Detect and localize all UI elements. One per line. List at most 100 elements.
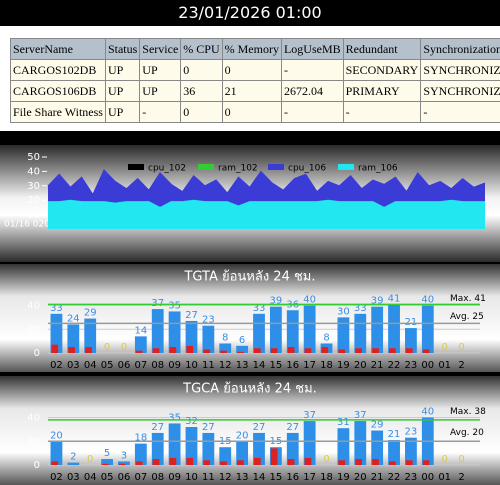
x-tick-label: 14	[253, 360, 266, 371]
header-row: ServerName Status Service% CPU% Memory LogU…	[10, 38, 500, 60]
bar	[371, 306, 384, 353]
x-tick-label: 18	[320, 360, 333, 371]
bar	[286, 310, 299, 353]
bar	[118, 463, 126, 465]
x-tick-label: 07	[134, 472, 147, 483]
bar	[134, 443, 147, 465]
bar	[185, 427, 198, 465]
x-tick-label: 17	[303, 472, 316, 483]
x-tick-label: 11	[202, 472, 215, 483]
bar	[303, 421, 316, 465]
bar	[152, 459, 160, 465]
max-label: Max. 41	[450, 294, 486, 304]
value-label: 27	[202, 422, 215, 433]
x-tick-label: 03	[67, 472, 80, 483]
bar	[219, 447, 232, 465]
bar	[405, 437, 417, 465]
bar	[388, 440, 400, 465]
value-label: 18	[134, 433, 147, 444]
x-tick-label: 06	[118, 360, 131, 371]
bar	[102, 463, 109, 465]
bar	[270, 348, 278, 353]
column-header: % CPU	[180, 38, 223, 60]
x-tick-label: 13	[236, 472, 249, 483]
value-label: 29	[371, 420, 384, 431]
x-tick-label: 11	[202, 360, 215, 371]
x-tick-label: 2	[458, 360, 464, 371]
x-tick-label: 23	[405, 472, 418, 483]
bar	[220, 461, 227, 465]
bar	[355, 459, 362, 465]
value-label: 40	[303, 295, 316, 306]
bar	[135, 350, 143, 353]
legend-label: ram_106	[358, 164, 398, 174]
bar	[68, 347, 76, 353]
x-tick-label: 09	[168, 360, 181, 371]
bar	[304, 348, 312, 353]
bar	[219, 343, 232, 353]
cell: -	[280, 101, 344, 123]
value-label: 32	[185, 416, 198, 427]
column-header: LogUseMB	[280, 38, 344, 60]
bar	[186, 457, 194, 465]
legend-swatch	[338, 164, 354, 170]
cell: 21	[221, 80, 282, 102]
area-line	[47, 169, 486, 196]
cell: UP	[104, 101, 141, 123]
bar	[84, 318, 97, 353]
bar	[388, 348, 396, 353]
bar	[372, 459, 379, 465]
x-tick-label: 07	[134, 360, 147, 371]
x-tick-label: 14	[253, 472, 266, 483]
value-label: 37	[354, 410, 367, 421]
value-label: 0	[458, 342, 464, 353]
bar	[169, 347, 177, 353]
value-label: 27	[185, 310, 198, 321]
bar	[134, 336, 147, 353]
y-tick-label: 30	[27, 181, 40, 192]
bar	[202, 432, 215, 465]
bar	[286, 432, 299, 465]
panel	[0, 264, 500, 372]
x-tick-label: 06	[118, 472, 131, 483]
value-label: 2	[70, 452, 76, 463]
cell: 2672.04	[280, 80, 344, 102]
bar	[237, 460, 244, 465]
cell: UP	[139, 59, 182, 81]
bar	[422, 349, 430, 353]
x-tick-label: 02	[50, 472, 63, 483]
cell: UP	[139, 80, 182, 102]
value-label: 27	[151, 422, 164, 433]
legend-label: ram_102	[218, 164, 258, 174]
row: File Share Witness UP -0 0- - -	[10, 101, 500, 123]
bar	[372, 348, 379, 353]
bar	[354, 313, 367, 353]
legend-swatch	[198, 164, 214, 170]
x-tick-label: 19	[337, 472, 350, 483]
x-tick-label: 22	[388, 472, 401, 483]
y-tick-label: 40	[27, 166, 40, 177]
bar	[202, 325, 215, 353]
value-label: 0	[441, 454, 447, 465]
cell: SYNCHRONIZED	[420, 80, 500, 102]
value-label: 20	[236, 430, 249, 441]
area-line	[48, 199, 485, 208]
y-tick-label: 0	[34, 348, 40, 359]
cell: File Share Witness	[10, 101, 106, 123]
bar	[220, 350, 227, 353]
x-tick-label: 13	[236, 360, 249, 371]
bar	[203, 460, 211, 465]
chart-title: TGCA ย้อนหลัง 24 ชม.	[182, 382, 317, 397]
bar	[287, 459, 295, 465]
value-label: 39	[371, 296, 384, 307]
bar	[338, 460, 346, 465]
column-header: % Memory	[221, 38, 282, 60]
cell: -	[280, 59, 344, 81]
bar	[135, 461, 143, 465]
x-tick-label: 10	[185, 472, 198, 483]
cell: UP	[104, 59, 141, 81]
cell: -	[139, 101, 182, 123]
